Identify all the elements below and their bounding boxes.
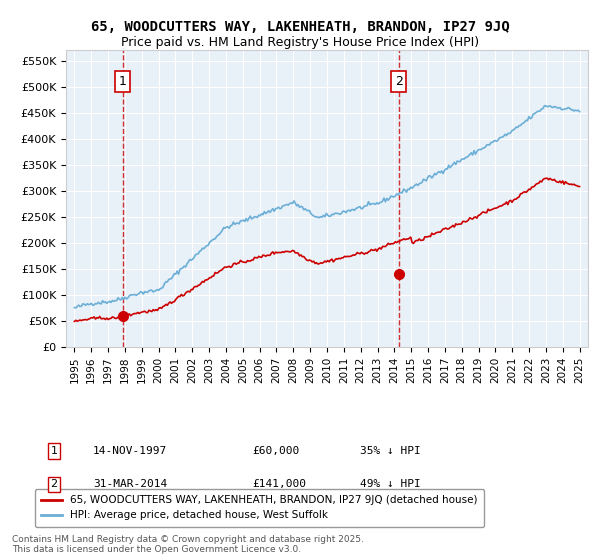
Text: 2: 2 (50, 479, 58, 489)
Text: 49% ↓ HPI: 49% ↓ HPI (360, 479, 421, 489)
Text: 1: 1 (50, 446, 58, 456)
Text: 2: 2 (395, 75, 403, 88)
Text: Contains HM Land Registry data © Crown copyright and database right 2025.
This d: Contains HM Land Registry data © Crown c… (12, 535, 364, 554)
Text: £141,000: £141,000 (252, 479, 306, 489)
Text: 35% ↓ HPI: 35% ↓ HPI (360, 446, 421, 456)
Text: 65, WOODCUTTERS WAY, LAKENHEATH, BRANDON, IP27 9JQ: 65, WOODCUTTERS WAY, LAKENHEATH, BRANDON… (91, 20, 509, 34)
Legend: 65, WOODCUTTERS WAY, LAKENHEATH, BRANDON, IP27 9JQ (detached house), HPI: Averag: 65, WOODCUTTERS WAY, LAKENHEATH, BRANDON… (35, 489, 484, 526)
Text: 14-NOV-1997: 14-NOV-1997 (93, 446, 167, 456)
Text: Price paid vs. HM Land Registry's House Price Index (HPI): Price paid vs. HM Land Registry's House … (121, 36, 479, 49)
Text: 1: 1 (119, 75, 127, 88)
Text: 31-MAR-2014: 31-MAR-2014 (93, 479, 167, 489)
Text: £60,000: £60,000 (252, 446, 299, 456)
